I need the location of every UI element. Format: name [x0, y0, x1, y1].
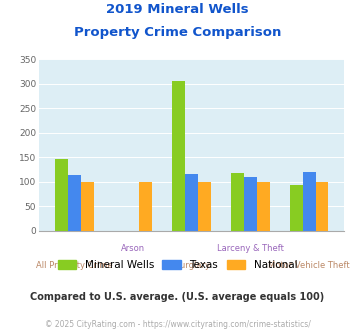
Text: Motor Vehicle Theft: Motor Vehicle Theft [268, 261, 350, 270]
Text: Larceny & Theft: Larceny & Theft [217, 244, 284, 253]
Text: All Property Crime: All Property Crime [36, 261, 113, 270]
Text: Burglary: Burglary [174, 261, 210, 270]
Bar [303, 172, 316, 231]
Bar [257, 182, 270, 231]
Bar [316, 182, 328, 231]
Bar [198, 182, 211, 231]
Bar [290, 185, 303, 231]
Text: Compared to U.S. average. (U.S. average equals 100): Compared to U.S. average. (U.S. average … [31, 292, 324, 302]
Bar [244, 177, 257, 231]
Text: Property Crime Comparison: Property Crime Comparison [74, 26, 281, 39]
Text: Arson: Arson [121, 244, 145, 253]
Text: 2019 Mineral Wells: 2019 Mineral Wells [106, 3, 249, 16]
Bar [185, 174, 198, 231]
Bar [140, 182, 152, 231]
Bar [172, 82, 185, 231]
Text: © 2025 CityRating.com - https://www.cityrating.com/crime-statistics/: © 2025 CityRating.com - https://www.city… [45, 320, 310, 329]
Bar [68, 175, 81, 231]
Legend: Mineral Wells, Texas, National: Mineral Wells, Texas, National [58, 260, 297, 270]
Bar [231, 173, 244, 231]
Bar [81, 182, 94, 231]
Bar [55, 159, 68, 231]
